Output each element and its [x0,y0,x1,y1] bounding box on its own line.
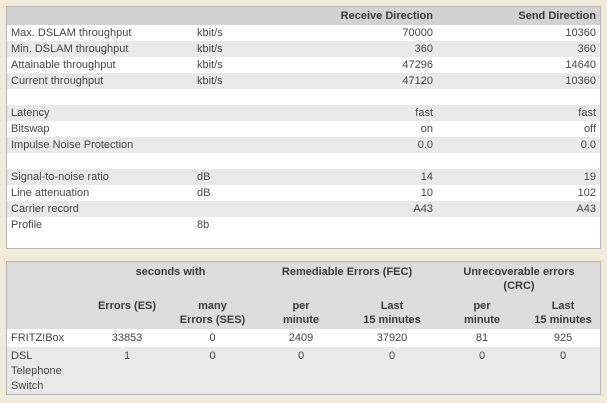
table-row: Carrier record A43 A43 [7,201,600,217]
send-value: 360 [577,43,596,55]
col-header-many-errors-ses: many Errors (SES) [169,296,256,329]
receive-value: 14 [420,171,433,183]
error-table-row-dsl-telephone-switch: DSL Telephone Switch 1 0 0 0 0 0 [7,347,601,394]
device-label: DSL Telephone Switch [7,347,85,394]
row-unit [197,121,292,137]
value-fec-per-minute: 2409 [288,332,314,344]
dsl-stats-table: Receive Direction Send Direction Max. DS… [7,7,600,233]
col-header-fec-last-15-minutes: Last 15 minutes [346,296,439,329]
error-stats-panel: seconds with Remediable Errors (FEC) Unr… [6,261,601,395]
table-row: Bitswap on off [7,121,600,137]
row-label: Max. DSLAM throughput [11,27,132,39]
table-row: Signal-to-noise ratio dB 14 19 [7,169,600,185]
row-unit: 8b [197,219,210,231]
row-label: Latency [11,107,50,119]
group-header-crc: Unrecoverable errors (CRC) [438,262,601,296]
header-empty-label [7,7,197,25]
value-errors-es: 1 [85,347,169,394]
send-value: off [583,123,596,135]
spacer-row [7,153,600,169]
table-row: Attainable throughput kbit/s 47296 14640 [7,57,600,73]
value-errors-es: 33853 [111,332,143,344]
error-table-row-fritzbox: FRITZ!Box 33853 0 2409 37920 81 925 [7,329,600,347]
table-bottom-padding [7,233,600,248]
col-header-crc-last-15-minutes: Last 15 minutes [526,296,601,329]
table-row: Line attenuation dB 10 102 [7,185,600,201]
row-unit [197,105,292,121]
header-empty [7,296,85,329]
error-group-header-row: seconds with Remediable Errors (FEC) Unr… [7,262,601,296]
receive-value: 360 [414,43,433,55]
value-fec-last-15-minutes: 0 [346,347,439,394]
row-unit [197,137,292,153]
receive-value: 47120 [402,75,433,87]
table-row: Profile 8b [7,217,600,233]
col-header-fec-per-minute: per minute [256,296,346,329]
value-fec-last-15-minutes: 37920 [376,332,408,344]
row-unit [197,201,292,217]
header-empty [7,262,85,296]
value-crc-per-minute: 0 [438,347,527,394]
table-row: Max. DSLAM throughput kbit/s 70000 10360 [7,25,600,41]
row-unit: kbit/s [197,43,223,55]
error-stats-table: seconds with Remediable Errors (FEC) Unr… [7,262,601,394]
send-value [437,217,600,233]
receive-value [292,217,437,233]
value-many-errors-ses: 0 [209,332,216,344]
row-label: Attainable throughput [11,59,116,71]
row-unit: kbit/s [197,27,223,39]
send-value: A43 [576,203,596,215]
send-value: 102 [577,187,596,199]
receive-value: 70000 [402,27,433,39]
row-label: Min. DSLAM throughput [11,43,129,55]
header-empty-unit [197,7,292,25]
row-unit: dB [197,171,211,183]
send-value: 14640 [565,59,596,71]
error-column-header-row: Errors (ES) many Errors (SES) per minute… [7,296,601,329]
row-label: Line attenuation [11,187,90,199]
row-label: Impulse Noise Protection [11,139,134,151]
row-unit: kbit/s [197,75,223,87]
value-crc-last-15-minutes: 925 [553,332,573,344]
row-unit: dB [197,187,211,199]
row-unit: kbit/s [197,59,223,71]
value-many-errors-ses: 0 [169,347,256,394]
table-row: Impulse Noise Protection 0.0 0.0 [7,137,600,153]
dsl-stats-panel: Receive Direction Send Direction Max. DS… [6,6,601,249]
value-fec-per-minute: 0 [256,347,346,394]
receive-value: A43 [413,203,433,215]
table-row: Latency fast fast [7,105,600,121]
receive-value: on [420,123,433,135]
row-label: Carrier record [11,203,79,215]
value-crc-per-minute: 81 [475,332,489,344]
device-label: FRITZ!Box [11,332,65,344]
receive-value: fast [415,107,433,119]
send-value: fast [578,107,596,119]
receive-value: 47296 [402,59,433,71]
send-value: 19 [583,171,596,183]
receive-direction-header: Receive Direction [292,7,437,25]
spacer-row [7,89,600,105]
dsl-header-row: Receive Direction Send Direction [7,7,600,25]
row-label: Bitswap [11,123,50,135]
send-value: 0.0 [580,139,596,151]
row-label: Signal-to-noise ratio [11,171,109,183]
send-direction-header: Send Direction [437,7,600,25]
row-label: Profile [11,219,43,231]
value-crc-last-15-minutes: 0 [526,347,601,394]
receive-value: 0.0 [417,139,433,151]
receive-value: 10 [420,187,433,199]
col-header-crc-per-minute: per minute [438,296,527,329]
group-header-seconds-with: seconds with [85,262,256,296]
table-row: Min. DSLAM throughput kbit/s 360 360 [7,41,600,57]
send-value: 10360 [565,27,596,39]
send-value: 10360 [565,75,596,87]
row-label: Current throughput [11,75,104,87]
group-header-fec: Remediable Errors (FEC) [256,262,439,296]
table-row: Current throughput kbit/s 47120 10360 [7,73,600,89]
col-header-errors-es: Errors (ES) [85,296,169,329]
